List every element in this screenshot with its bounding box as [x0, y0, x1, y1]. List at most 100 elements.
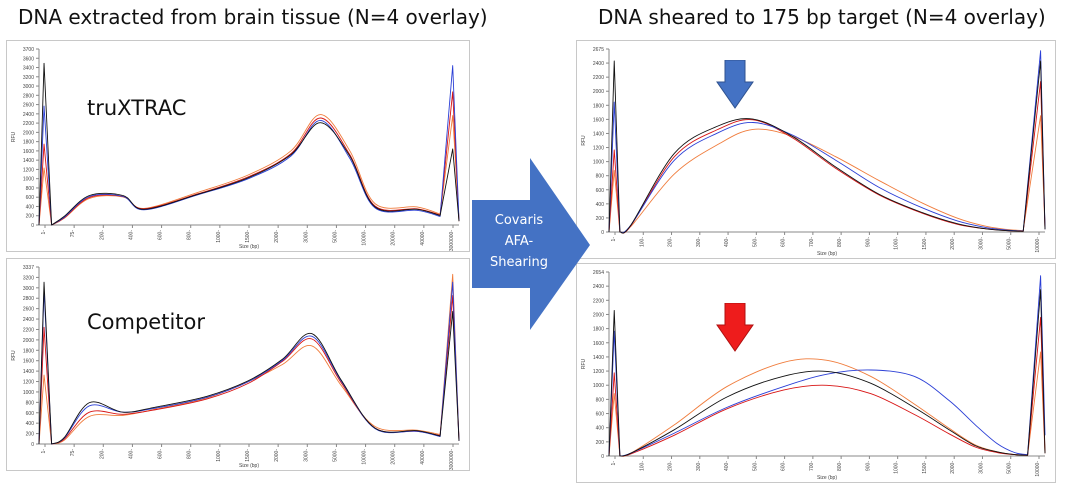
y-tick-label: 400: [26, 421, 35, 427]
y-tick-label: 1200: [23, 167, 34, 173]
y-axis-label: RFU: [11, 350, 17, 361]
x-tick-label: 1500-: [922, 237, 928, 250]
y-tick-label: 2000: [23, 338, 34, 344]
x-tick-label: 600-: [158, 449, 164, 459]
x-tick-label: 1000-: [894, 461, 900, 474]
series-line-red: [608, 316, 1046, 457]
title-left: DNA extracted from brain tissue (N=4 ove…: [18, 5, 488, 29]
x-tick-label: 40000-: [420, 449, 426, 465]
x-tick-label: 75-: [70, 230, 76, 238]
center-arrow: [472, 158, 590, 330]
y-tick-label: 0: [31, 223, 34, 229]
y-tick-label: 1400: [23, 369, 34, 375]
x-tick-label: 75-: [70, 449, 76, 457]
x-tick-label: 700-: [809, 461, 815, 471]
x-tick-label: 5000-: [1007, 461, 1013, 474]
y-tick-label: 2400: [23, 112, 34, 118]
series-line-black: [38, 281, 460, 445]
x-tick-label: 2000-: [274, 449, 280, 462]
x-tick-label: 1-: [41, 230, 47, 235]
x-tick-label: 5000-: [332, 230, 338, 243]
y-tick-label: 3000: [23, 286, 34, 292]
chart-panel-truxtrac-sheared: 2675 2400 2200 2000 1800 1600 1400 1200 1000 800 6…: [576, 40, 1056, 259]
red-down-arrow: [716, 303, 754, 352]
x-tick-label: 200-: [668, 461, 674, 471]
y-tick-label: 2600: [23, 103, 34, 109]
x-tick-label: 5000-: [1007, 237, 1013, 250]
y-tick-label: 1800: [23, 348, 34, 354]
y-tick-label: 3600: [23, 56, 34, 62]
center-arrow-shape: [472, 158, 590, 330]
y-tick-label: 1000: [23, 390, 34, 396]
x-tick-label: 40000-: [420, 230, 426, 246]
y-tick-label: 0: [601, 230, 604, 236]
y-tick-label: 2800: [23, 296, 34, 302]
y-tick-label: 2400: [593, 284, 604, 290]
series-line-red: [608, 81, 1046, 234]
y-tick-label: 1200: [593, 146, 604, 152]
x-tick-label: 3000-: [303, 449, 309, 462]
center-arrow-line1: Covaris: [494, 213, 544, 228]
x-tick-label: 1-: [611, 461, 617, 466]
y-tick-label: 200: [596, 216, 605, 222]
title-right: DNA sheared to 175 bp target (N=4 overla…: [598, 5, 1046, 29]
y-tick-label: 800: [596, 397, 605, 403]
x-tick-label: 100-: [639, 237, 645, 247]
x-tick-label: 3000-: [303, 230, 309, 243]
x-tick-label: 800-: [187, 449, 193, 459]
y-axis-label: RFU: [11, 131, 17, 142]
x-tick-label: 3000-: [978, 461, 984, 474]
series-line-blue: [38, 281, 460, 445]
series-line-orange: [608, 351, 1046, 457]
x-tick-label: 500-: [752, 461, 758, 471]
x-tick-label: 1000-: [216, 230, 222, 243]
y-tick-label: 2000: [23, 130, 34, 136]
x-tick-label: 300-: [696, 237, 702, 247]
y-tick-label: 2654: [593, 270, 604, 276]
x-tick-label: 1000-: [894, 237, 900, 250]
y-axis-label: RFU: [581, 358, 587, 369]
x-tick-label: 400-: [128, 230, 134, 240]
y-tick-label: 1400: [593, 131, 604, 137]
y-tick-label: 3337: [23, 265, 34, 271]
x-tick-label: 2000-: [950, 461, 956, 474]
y-tick-label: 2800: [23, 93, 34, 99]
x-tick-label: 2000-: [950, 237, 956, 250]
y-tick-label: 2400: [593, 61, 604, 67]
y-tick-label: 200: [26, 214, 35, 220]
y-tick-label: 1400: [593, 355, 604, 361]
y-tick-label: 1800: [23, 140, 34, 146]
series-line-black: [608, 289, 1046, 457]
series-line-orange: [608, 115, 1046, 233]
x-tick-label: 400-: [724, 461, 730, 471]
series-line-black: [608, 60, 1046, 234]
x-tick-label: 400-: [128, 449, 134, 459]
y-tick-label: 1400: [23, 158, 34, 164]
y-tick-label: 2200: [23, 327, 34, 333]
y-tick-label: 3200: [23, 275, 34, 281]
y-tick-label: 800: [26, 400, 35, 406]
center-arrow-line3: Shearing: [490, 255, 548, 270]
x-tick-label: 100-: [639, 461, 645, 471]
chart-panel-competitor-sheared: 2654 2400 2200 2000 1800 1600 1400 1200 1000 800 6…: [576, 263, 1056, 483]
x-tick-label: 20000-: [391, 230, 397, 246]
y-tick-label: 200: [26, 432, 35, 438]
y-tick-label: 3200: [23, 75, 34, 81]
y-tick-label: 600: [596, 188, 605, 194]
chart-panel-competitor-extracted: 3337 3200 3000 2800 2600 2400 2200 2000 1800 1600…: [6, 258, 470, 471]
y-tick-label: 600: [26, 195, 35, 201]
y-tick-label: 3000: [23, 84, 34, 90]
y-tick-label: 1600: [23, 359, 34, 365]
x-tick-label: 1500-: [245, 230, 251, 243]
x-tick-label: 900-: [865, 237, 871, 247]
y-tick-label: 1600: [593, 341, 604, 347]
x-tick-label: 600-: [158, 230, 164, 240]
y-tick-label: 0: [601, 454, 604, 460]
chart-truxtrac-sheared: 2675240022002000180016001400120010008006…: [581, 47, 1046, 257]
label-truxtrac: truXTRAC: [87, 96, 187, 120]
y-tick-label: 1200: [593, 369, 604, 375]
x-tick-label: 800-: [837, 461, 843, 471]
x-tick-label: 900-: [865, 461, 871, 471]
y-tick-label: 2675: [593, 47, 604, 53]
chart-competitor-sheared: 2654240022002000180016001400120010008006…: [581, 270, 1046, 481]
